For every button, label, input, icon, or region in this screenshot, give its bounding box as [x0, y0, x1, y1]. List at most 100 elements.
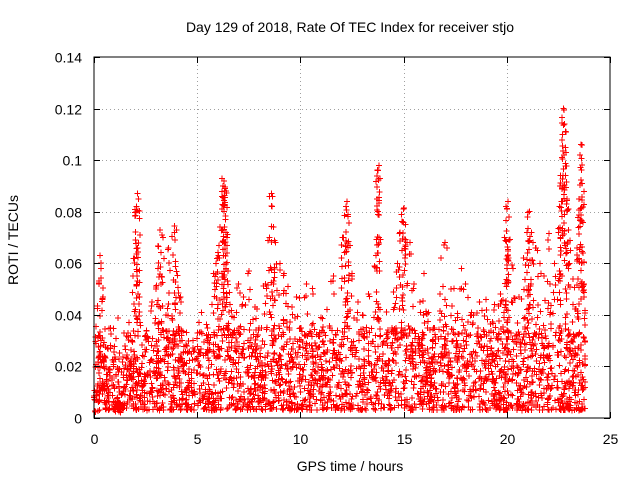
roti-background-point: [463, 368, 470, 375]
roti-background-point: [204, 390, 211, 397]
roti-background-point: [139, 342, 146, 349]
roti-background-point: [177, 406, 184, 413]
roti-background-point: [576, 330, 583, 337]
roti-background-point: [332, 331, 339, 338]
roti-background-point: [519, 358, 526, 365]
roti-background-point: [358, 388, 365, 395]
roti-background-point: [186, 366, 193, 373]
roti-background-point: [434, 397, 441, 404]
roti-background-point: [373, 391, 380, 398]
roti-background-point: [519, 391, 526, 398]
roti-background-point: [520, 355, 527, 362]
roti-background-point: [475, 375, 482, 382]
y-tick-label: 0.14: [55, 50, 82, 66]
roti-background-point: [419, 347, 426, 354]
roti-background-point: [273, 359, 280, 366]
roti-background-point: [565, 332, 572, 339]
roti-background-point: [259, 337, 266, 344]
roti-background-point: [493, 401, 500, 408]
roti-background-point: [139, 400, 146, 407]
roti-background-point: [115, 355, 122, 362]
roti-background-point: [465, 294, 472, 301]
roti-background-point: [115, 368, 122, 375]
roti-background-point: [430, 383, 437, 390]
roti-background-point: [560, 406, 567, 413]
roti-background-point: [378, 400, 385, 407]
roti-background-point: [355, 337, 362, 344]
roti-background-point: [431, 350, 438, 357]
roti-background-point: [174, 382, 181, 389]
roti-background-point: [535, 366, 542, 373]
roti-background-point: [545, 406, 552, 413]
roti-background-point: [97, 364, 104, 371]
roti-background-point: [275, 355, 282, 362]
roti-background-point: [208, 403, 215, 410]
roti-background-point: [188, 375, 195, 382]
roti-background-point: [302, 403, 309, 410]
roti-background-point: [412, 335, 419, 342]
roti-background-point: [402, 367, 409, 374]
roti-background-point: [371, 366, 378, 373]
roti-background-point: [323, 381, 330, 388]
roti-background-point: [408, 342, 415, 349]
roti-background-point: [525, 330, 532, 337]
roti-background-point: [232, 407, 239, 414]
roti-background-point: [215, 395, 222, 402]
roti-background-point: [319, 389, 326, 396]
roti-background-point: [243, 403, 250, 410]
roti-background-point: [411, 401, 418, 408]
roti-background-point: [569, 356, 576, 363]
roti-background-point: [498, 336, 505, 343]
roti-background-point: [247, 406, 254, 413]
roti-background-point: [251, 374, 258, 381]
roti-background-point: [184, 401, 191, 408]
roti-background-point: [454, 402, 461, 409]
roti-background-point: [303, 340, 310, 347]
roti-background-point: [307, 407, 314, 414]
roti-background-point: [149, 394, 156, 401]
roti-background-point: [213, 366, 220, 373]
roti-background-point: [154, 406, 161, 413]
roti-background-point: [502, 358, 509, 365]
roti-background-point: [282, 379, 289, 386]
roti-background-point: [438, 350, 445, 357]
roti-background-point: [248, 399, 255, 406]
roti-background-point: [429, 359, 436, 366]
roti-background-point: [505, 402, 512, 409]
roti-background-point: [269, 377, 276, 384]
roti-background-point: [268, 363, 275, 370]
roti-background-point: [473, 309, 480, 316]
roti-background-point: [541, 403, 548, 410]
roti-background-point: [172, 335, 179, 342]
roti-background-point: [290, 359, 297, 366]
roti-background-point: [349, 369, 356, 376]
roti-background-point: [206, 407, 213, 414]
roti-background-point: [147, 388, 154, 395]
roti-background-point: [528, 353, 535, 360]
roti-background-point: [454, 374, 461, 381]
roti-background-point: [195, 402, 202, 409]
roti-background-point: [319, 339, 326, 346]
roti-background-point: [144, 407, 151, 414]
roti-background-point: [355, 405, 362, 412]
roti-background-point: [296, 371, 303, 378]
roti-background-point: [562, 354, 569, 361]
roti-background-point: [477, 385, 484, 392]
roti-background-point: [365, 347, 372, 354]
roti-background-point: [424, 318, 431, 325]
roti-background-point: [499, 349, 506, 356]
roti-background-point: [287, 336, 294, 343]
roti-background-point: [162, 385, 169, 392]
roti-background-point: [343, 381, 350, 388]
roti-background-point: [341, 378, 348, 385]
roti-background-point: [531, 402, 538, 409]
roti-background-point: [570, 372, 577, 379]
roti-background-point: [476, 403, 483, 410]
roti-background-point: [549, 342, 556, 349]
roti-background-point: [123, 333, 130, 340]
roti-background-point: [524, 378, 531, 385]
roti-background-point: [459, 329, 466, 336]
roti-background-point: [402, 357, 409, 364]
roti-background-point: [420, 358, 427, 365]
